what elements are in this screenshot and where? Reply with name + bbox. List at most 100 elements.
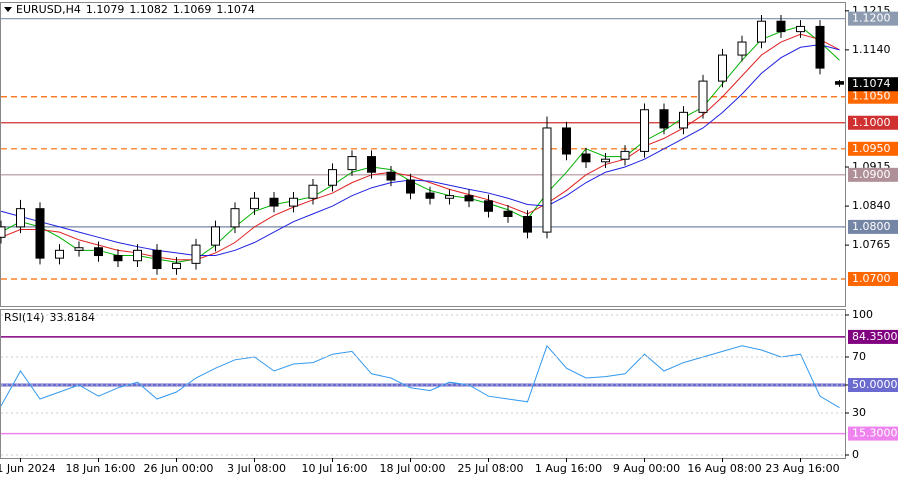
candle-body bbox=[659, 109, 669, 129]
candle-body bbox=[133, 249, 142, 262]
candle-body bbox=[152, 249, 162, 270]
x-tick-label: 18 Jun 16:00 bbox=[66, 462, 136, 475]
candle-body bbox=[113, 255, 123, 262]
candle-body bbox=[737, 41, 747, 56]
candle-body bbox=[191, 244, 201, 264]
candle-body bbox=[484, 200, 493, 212]
last-high: 1.1082 bbox=[129, 3, 168, 16]
y-tick-label: 1.0765 bbox=[852, 238, 891, 251]
rsi-line bbox=[0, 344, 840, 409]
candle-body bbox=[776, 20, 786, 33]
y-tick-label: 0 bbox=[852, 448, 859, 461]
last-open: 1.1079 bbox=[86, 3, 125, 16]
moving-average bbox=[0, 44, 840, 257]
level-tag bbox=[848, 378, 898, 392]
candle-body bbox=[523, 215, 532, 233]
candle-body bbox=[679, 111, 688, 129]
symbol: EURUSD,H4 bbox=[16, 3, 81, 16]
candle-body bbox=[464, 195, 474, 202]
y-tick-label: 30 bbox=[852, 406, 866, 419]
x-tick-label: 1 Aug 16:00 bbox=[535, 462, 602, 475]
x-tick-label: 23 Aug 16:00 bbox=[765, 462, 839, 475]
level-label: 1.1200 bbox=[852, 12, 891, 25]
x-tick-label: 3 Jul 08:00 bbox=[227, 462, 286, 475]
y-tick-label: 1.0840 bbox=[852, 199, 891, 212]
level-tag bbox=[848, 89, 898, 104]
candle-body bbox=[347, 156, 357, 171]
candle-body bbox=[757, 20, 766, 43]
last-low: 1.1069 bbox=[173, 3, 212, 16]
candle-body bbox=[172, 262, 181, 270]
level-tag bbox=[848, 271, 898, 286]
y-tick-label: 100 bbox=[852, 308, 873, 321]
menu-icon[interactable] bbox=[4, 7, 12, 12]
x-tick-label: 18 Jul 00:00 bbox=[380, 462, 446, 475]
level-tag bbox=[848, 115, 898, 130]
level-label: 1.0700 bbox=[852, 272, 891, 285]
rsi-pane bbox=[0, 309, 846, 459]
candle-body bbox=[250, 197, 259, 210]
candle-body bbox=[211, 226, 220, 246]
candle-body bbox=[328, 169, 337, 186]
candle-body bbox=[406, 179, 415, 194]
candle-body bbox=[386, 171, 396, 181]
level-tag bbox=[848, 141, 898, 156]
x-tick-label: 10 Jul 16:00 bbox=[302, 462, 368, 475]
price-pane bbox=[0, 2, 846, 307]
level-label: 1.0900 bbox=[852, 168, 891, 181]
candle-body bbox=[55, 249, 64, 259]
candle-body bbox=[230, 208, 240, 228]
candle-body bbox=[718, 54, 727, 82]
candle-body bbox=[503, 210, 513, 217]
candle-body bbox=[289, 197, 298, 207]
candle-body bbox=[581, 153, 591, 163]
x-tick-label: 11 Jun 2024 bbox=[0, 462, 56, 475]
x-tick-label: 16 Aug 08:00 bbox=[687, 462, 761, 475]
candle-body bbox=[542, 127, 552, 233]
candle-body bbox=[16, 208, 25, 228]
candle-body bbox=[640, 109, 649, 152]
candle-body bbox=[367, 156, 376, 173]
candle-body bbox=[562, 127, 571, 155]
candle-body bbox=[35, 208, 45, 259]
x-tick-label: 26 Jun 00:00 bbox=[144, 462, 214, 475]
level-label: 1.0800 bbox=[852, 220, 891, 233]
level-tag bbox=[848, 219, 898, 234]
candle-body bbox=[620, 150, 630, 160]
candle-body bbox=[269, 197, 279, 207]
level-label: 15.3000 bbox=[852, 427, 898, 440]
level-tag bbox=[848, 167, 898, 182]
level-tag bbox=[848, 426, 898, 441]
level-label: 1.1050 bbox=[852, 90, 891, 103]
candle-body bbox=[74, 247, 84, 251]
x-tick-label: 9 Aug 00:00 bbox=[613, 462, 680, 475]
level-label: 50.0000 bbox=[852, 378, 898, 391]
rsi-last: 33.8184 bbox=[49, 311, 95, 324]
current-price-label: 1.1074 bbox=[852, 77, 891, 90]
y-tick-label: 1.1140 bbox=[852, 43, 891, 56]
level-tag bbox=[848, 11, 898, 26]
x-tick-label: 25 Jul 08:00 bbox=[458, 462, 524, 475]
candle-body bbox=[0, 226, 6, 238]
current-price-tag bbox=[848, 77, 898, 92]
candle-body bbox=[698, 80, 708, 113]
y-tick-label: 70 bbox=[852, 350, 866, 363]
candle-body bbox=[445, 195, 454, 199]
candle-body bbox=[425, 192, 435, 199]
level-tag bbox=[848, 329, 898, 344]
candle-body bbox=[835, 81, 844, 85]
level-label: 1.0950 bbox=[852, 142, 891, 155]
candle-body bbox=[796, 25, 805, 33]
rsi-title: RSI(14) 33.8184 bbox=[4, 311, 95, 324]
level-label: 1.1000 bbox=[852, 116, 891, 129]
last-close: 1.1074 bbox=[216, 3, 255, 16]
level-label: 84.3500 bbox=[852, 330, 898, 343]
candle-body bbox=[601, 158, 610, 163]
rsi-name: RSI(14) bbox=[4, 311, 44, 324]
price-title: EURUSD,H4 1.1079 1.1082 1.1069 1.1074 bbox=[16, 3, 255, 16]
candle-body bbox=[815, 25, 825, 69]
candle-body bbox=[308, 184, 318, 199]
candle-body bbox=[94, 247, 103, 257]
